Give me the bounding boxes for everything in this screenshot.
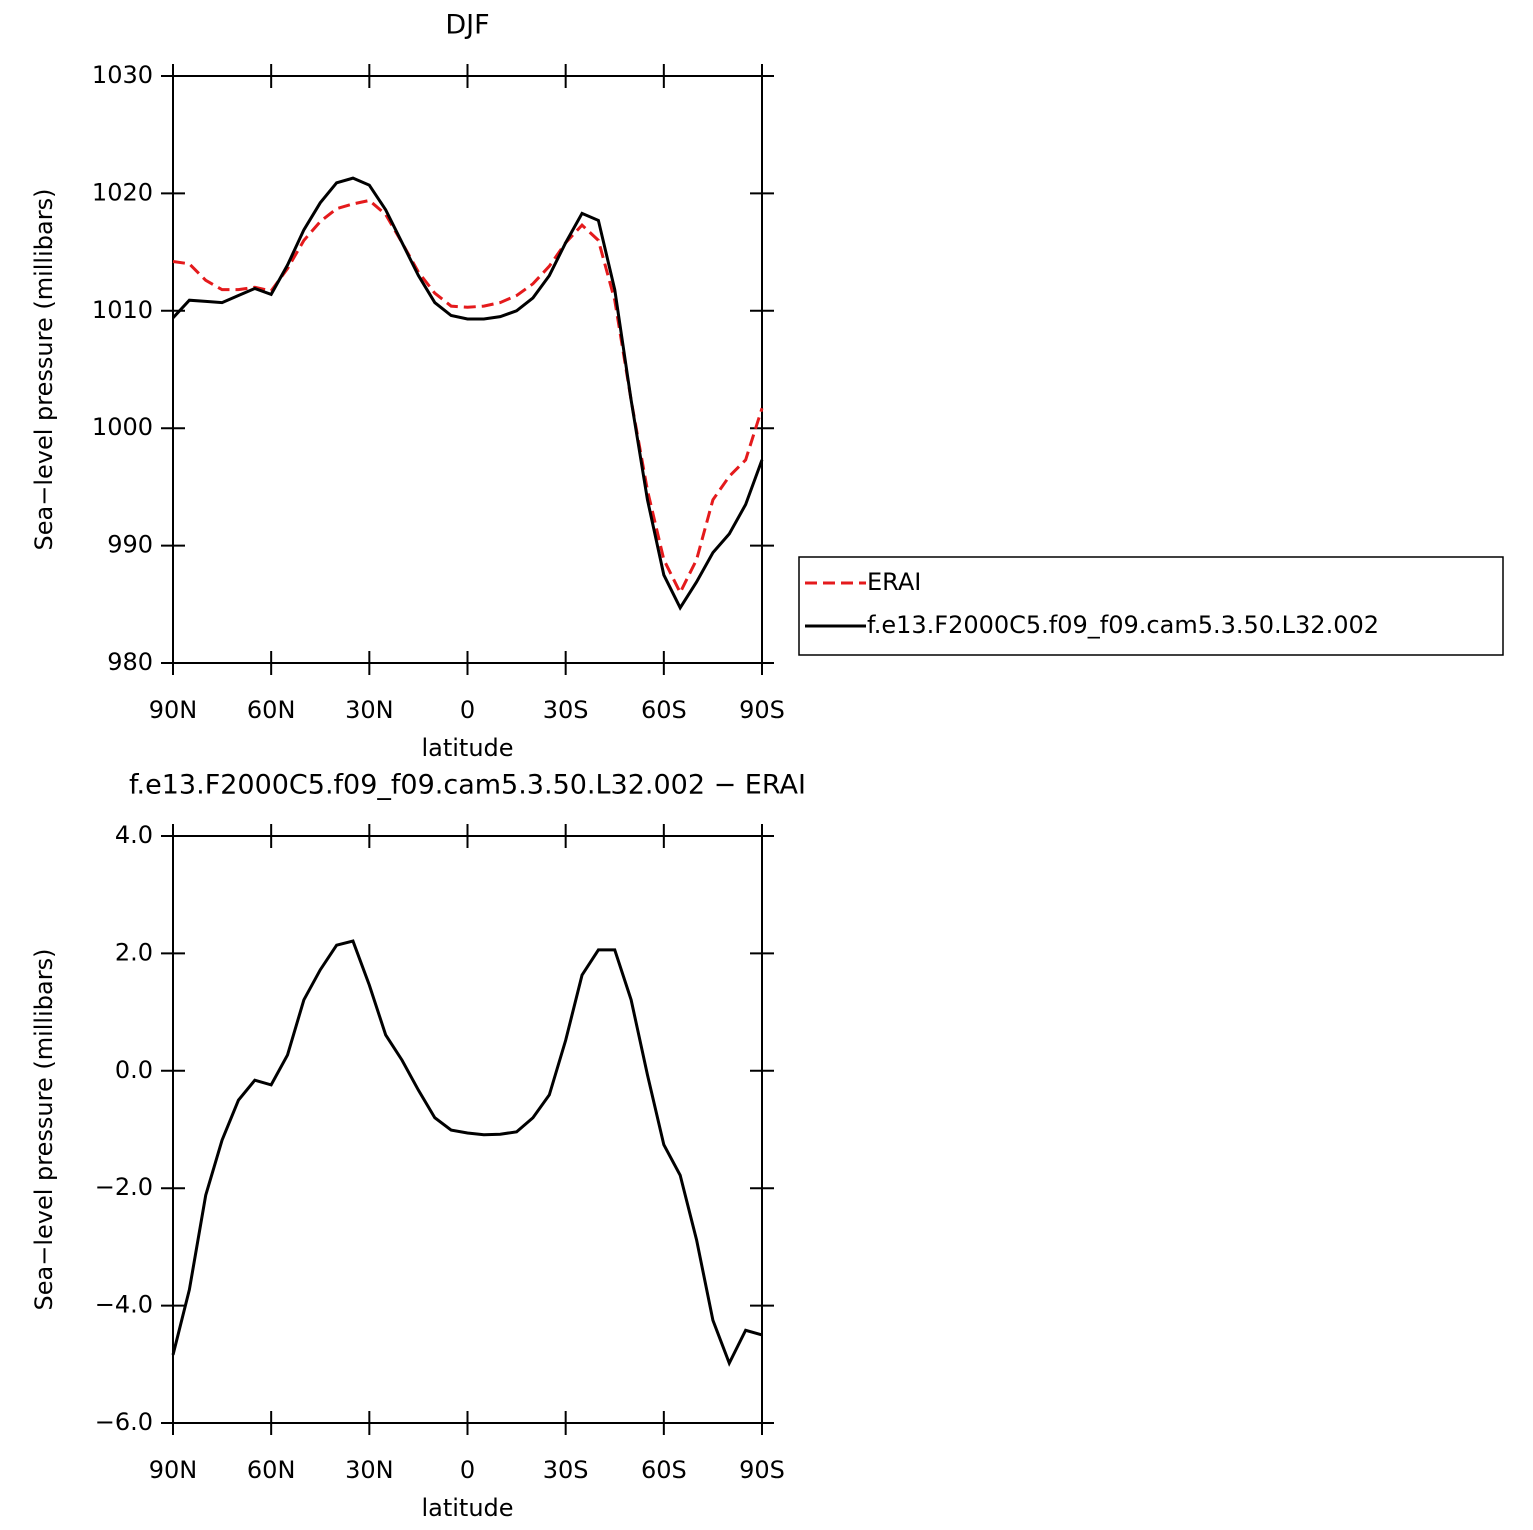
y-axis-label: Sea−level pressure (millibars)	[30, 949, 58, 1311]
y-tick-label: −4.0	[95, 1291, 153, 1319]
legend-label: f.e13.F2000C5.f09_f09.cam5.3.50.L32.002	[867, 611, 1379, 639]
y-tick-label: −2.0	[95, 1173, 153, 1201]
x-tick-label: 60N	[247, 1456, 296, 1484]
y-tick-label: 1010	[92, 296, 153, 324]
x-axis-label: latitude	[421, 1494, 513, 1522]
data-line	[171, 939, 763, 1367]
x-tick-label: 60S	[641, 1456, 687, 1484]
y-tick-label: 1020	[92, 178, 153, 206]
y-tick-label: 0.0	[115, 1056, 153, 1084]
x-tick-label: 90N	[149, 1456, 198, 1484]
y-tick-label: 4.0	[115, 821, 153, 849]
plot-frame	[172, 835, 763, 1424]
x-axis-label: latitude	[421, 734, 513, 762]
x-tick-label: 60S	[641, 696, 687, 724]
x-tick-label: 90S	[739, 696, 785, 724]
data-line	[171, 176, 764, 611]
x-tick-label: 30N	[345, 1456, 394, 1484]
y-tick-label: 980	[107, 648, 153, 676]
x-tick-label: 90N	[149, 696, 198, 724]
y-tick-label: 1030	[92, 61, 153, 89]
x-tick-label: 30N	[345, 696, 394, 724]
x-tick-label: 30S	[543, 1456, 589, 1484]
legend-box	[798, 556, 1504, 656]
y-tick-label: 1000	[92, 413, 153, 441]
plot-frame	[172, 75, 763, 664]
data-line	[172, 198, 764, 596]
chart-title: f.e13.F2000C5.f09_f09.cam5.3.50.L32.002 …	[129, 770, 806, 801]
x-tick-label: 30S	[543, 696, 589, 724]
y-axis-label: Sea−level pressure (millibars)	[30, 189, 58, 551]
x-tick-label: 60N	[247, 696, 296, 724]
y-tick-label: −6.0	[95, 1408, 153, 1436]
y-tick-label: 2.0	[115, 938, 153, 966]
x-tick-label: 0	[460, 696, 475, 724]
chart-title: DJF	[445, 10, 489, 41]
x-tick-label: 90S	[739, 1456, 785, 1484]
legend-label: ERAI	[867, 568, 921, 596]
x-tick-label: 0	[460, 1456, 475, 1484]
y-tick-label: 990	[107, 531, 153, 559]
